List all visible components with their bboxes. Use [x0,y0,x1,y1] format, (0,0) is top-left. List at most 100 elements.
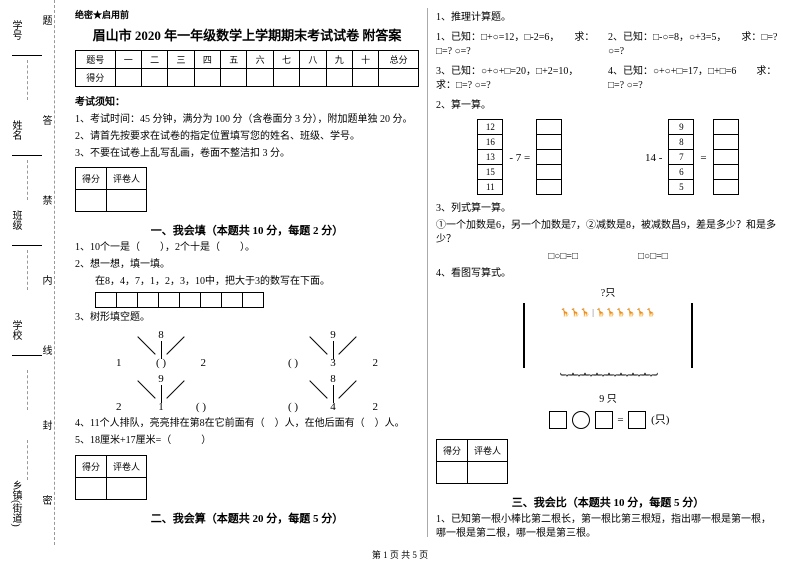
sub-question: 3、已知：○+○+□=20，□+2=10， 求：□=? ○=? [436,65,608,93]
question: 5、18厘米+17厘米=（ ） [75,434,419,448]
question: 2、算一算。 [436,99,780,113]
section-heading: 三、我会比（本题共 10 分，每题 5 分） [436,494,780,510]
side-mark: 密 [38,495,53,505]
score-table: 题号 一 二 三 四 五 六 七 八 九 十 总分 得分 [75,50,419,87]
question: 2、想一想，填一填。 [75,258,419,272]
table-header: 三 [168,51,194,69]
table-header: 十 [352,51,378,69]
table-header: 一 [115,51,141,69]
side-underline [12,55,42,56]
dash-line [27,440,28,480]
side-mark: 内 [38,275,53,285]
dash-line [27,370,28,410]
side-field-label: 乡镇(街道) [8,480,23,527]
operator: - 7 = [509,152,530,164]
grader-label: 评卷人 [468,440,508,462]
instruction: 2、请首先按要求在试卷的指定位置填写您的姓名、班级、学号。 [75,129,419,144]
brace-icon: ︸︸︸︸︸︸︸︸ [436,370,780,390]
equation-template: □○□=□ □○□=□ [436,250,780,264]
grader-label: 评卷人 [107,456,147,478]
equation-boxes: = (只) [436,411,780,429]
calc-diagram: 12 16 13 15 11 - 7 = 14 - 9 8 7 6 5 = [436,116,780,199]
score-label: 得分 [76,168,107,190]
side-field-label: 学校 [8,320,23,340]
page-footer: 第 1 页 共 5 页 [0,548,800,561]
answer-stack [713,120,739,195]
grader-box: 得分 评卷人 [75,167,147,212]
dash-line [27,60,28,100]
giraffe-illustration: 🦒🦒🦒 | 🦒🦒🦒🦒🦒🦒 [523,303,693,368]
table-header: 题号 [76,51,116,69]
score-label: 得分 [76,456,107,478]
tree: 8 ( ) 4 2 [288,373,378,413]
side-mark: 题 [38,15,53,25]
question: 1、推理计算题。 [436,11,780,25]
sub-question: 2、已知：□-○=8，○+3=5， 求：□=? ○=? [608,31,780,59]
question: 3、列式算一算。 [436,202,780,216]
table-header: 七 [273,51,299,69]
table-header: 总分 [379,51,419,69]
confidential-note: 绝密★启用前 [75,8,419,21]
answer-cells [95,292,419,308]
table-row: 题号 一 二 三 四 五 六 七 八 九 十 总分 [76,51,419,69]
main-content: 绝密★启用前 眉山市 2020 年一年级数学上学期期末考试试卷 附答案 题号 一… [55,0,800,545]
side-mark: 线 [38,345,53,355]
number-stack: 9 8 7 6 5 [668,120,694,195]
table-cell: 得分 [76,69,116,87]
tree-diagrams: 8 1 ( ) 2 9 ( ) 3 2 [75,329,419,369]
instruction: 3、不要在试卷上乱写乱画，卷面不整洁扣 3 分。 [75,146,419,161]
table-header: 二 [141,51,167,69]
brace-label: 9 只 [436,390,780,405]
section-heading: 一、我会填（本题共 10 分，每题 2 分） [75,222,419,238]
sub-question: 1、已知：□+○=12，□-2=6， 求：□=? ○=? [436,31,608,59]
score-label: 得分 [437,440,468,462]
tree: 9 2 1 ( ) [116,373,206,413]
sub-question: 4、已知：○+○+□=17，□+□=6 求：□=? ○=? [608,65,780,93]
unit-label: (只) [651,414,669,426]
table-header: 六 [247,51,273,69]
reasoning-items: 1、已知：□+○=12，□-2=6， 求：□=? ○=? 2、已知：□-○=8，… [436,28,780,96]
number-stack: 12 16 13 15 11 [477,120,503,195]
left-column: 绝密★启用前 眉山市 2020 年一年级数学上学期期末考试试卷 附答案 题号 一… [67,8,428,537]
question: 1、10个一是（ ），2个十是（ ）。 [75,241,419,255]
notice-title: 考试须知： [75,93,419,108]
exam-title: 眉山市 2020 年一年级数学上学期期末考试试卷 附答案 [75,25,419,44]
unknown-label: ?只 [436,284,780,299]
section-heading: 二、我会算（本题共 20 分，每题 5 分） [75,510,419,526]
question: 4、看图写算式。 [436,267,780,281]
question-sub: 在8，4，7，1，2，3，10中，把大于3的数写在下面。 [75,275,419,289]
table-header: 五 [221,51,247,69]
question: 1、已知第一根小棒比第二根长，第一根比第三根短，指出哪一根是第一根，哪一根是第二… [436,513,780,541]
binding-sidebar: 题 学号 答 姓名 禁 班级 内 学校 线 封 乡镇(街道) 密 [0,0,55,545]
side-field-label: 班级 [8,210,23,230]
dash-line [27,160,28,200]
tree: 9 ( ) 3 2 [288,329,378,369]
side-field-label: 学号 [8,20,23,40]
grader-box: 得分 评卷人 [436,439,508,484]
side-underline [12,155,42,156]
grader-box: 得分 评卷人 [75,455,147,500]
side-underline [12,245,42,246]
tree-diagrams: 9 2 1 ( ) 8 ( ) 4 2 [75,373,419,413]
side-field-label: 姓名 [8,120,23,140]
table-header: 九 [326,51,352,69]
question: 4、11个人排队，亮亮排在第8在它前面有（ ）人，在他后面有（ ）人。 [75,417,419,431]
table-header: 八 [300,51,326,69]
tree: 8 1 ( ) 2 [116,329,206,369]
side-mark: 封 [38,420,53,430]
dash-line [27,250,28,290]
question: 3、树形填空题。 [75,311,419,325]
table-row: 得分 [76,69,419,87]
page-container: 题 学号 答 姓名 禁 班级 内 学校 线 封 乡镇(街道) 密 绝密★启用前 … [0,0,800,545]
side-mark: 禁 [38,195,53,205]
answer-stack [536,120,562,195]
table-header: 四 [194,51,220,69]
right-column: 1、推理计算题。 1、已知：□+○=12，□-2=6， 求：□=? ○=? 2、… [428,8,788,537]
side-mark: 答 [38,115,53,125]
question-sub: ①一个加数是6，另一个加数是7，②减数是8，被减数昌9，差是多少？和是多少？ [436,219,780,247]
equals: = [700,152,706,164]
operator: 14 - [645,152,662,164]
grader-label: 评卷人 [107,168,147,190]
side-underline [12,355,42,356]
instruction: 1、考试时间：45 分钟，满分为 100 分（含卷面分 3 分），附加题单独 2… [75,112,419,127]
